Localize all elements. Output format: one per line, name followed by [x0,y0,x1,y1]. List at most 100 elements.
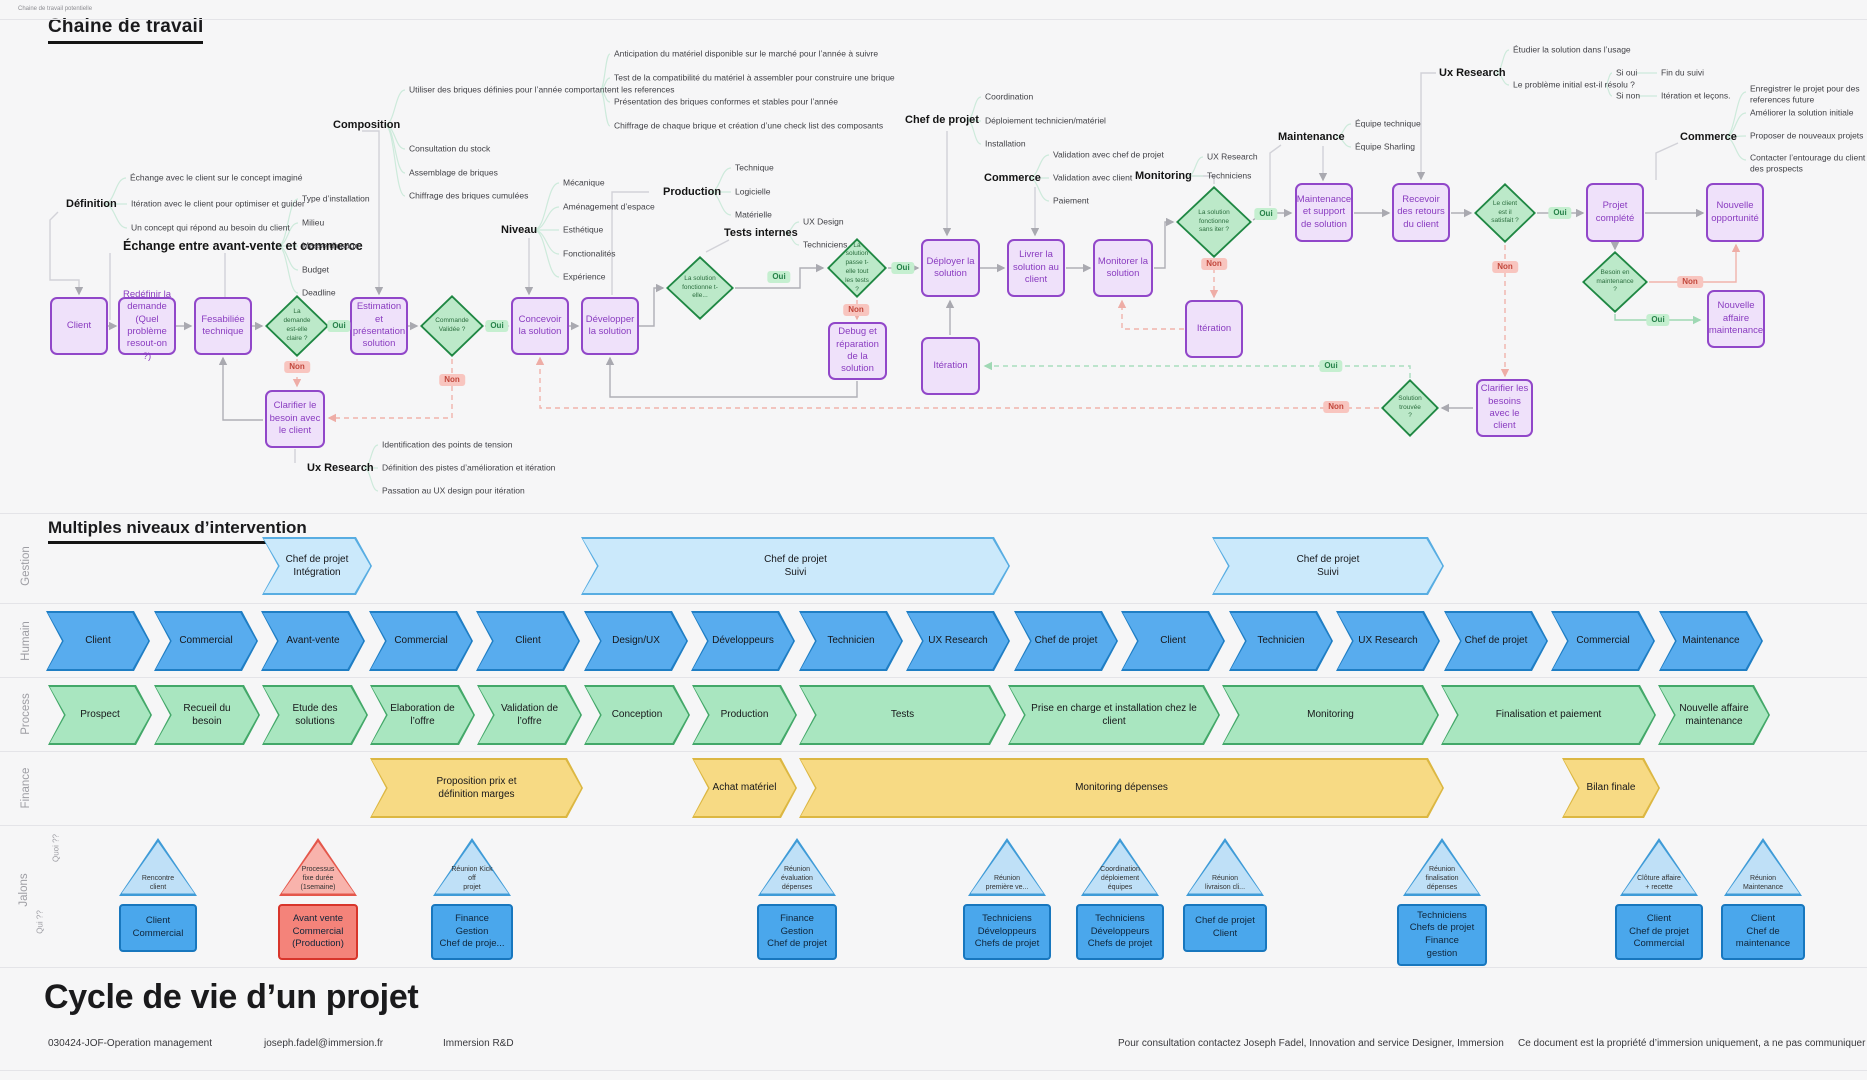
chevron-humain[interactable]: Design/UX [584,611,688,671]
chevron-humain[interactable]: Maintenance [1659,611,1763,671]
flow-box[interactable]: Debug et réparation de la solution [828,322,887,380]
chevron-label: Commercial [1553,613,1654,670]
leaf-note: Technique [735,162,774,173]
flow-box[interactable]: Maintenance et support de solution [1295,183,1353,242]
jalon-box[interactable]: Techniciens Développeurs Chefs de projet [1076,904,1164,960]
chevron-process[interactable]: Tests [799,685,1006,745]
decision-diamond[interactable]: Commande Validée ? [420,295,484,357]
chevron-humain[interactable]: Technicien [1229,611,1333,671]
chevron-label: Prospect [50,687,151,744]
tag-oui: Oui [485,320,509,332]
jalon-triangle[interactable]: Réunion Kick off projet [433,838,511,896]
flow-box[interactable]: Déployer la solution [921,239,980,297]
flow-box[interactable]: Livrer la solution au client [1007,239,1065,297]
jalon-box[interactable]: Client Commercial [119,904,197,952]
jalon-box[interactable]: Finance Gestion Chef de projet [757,904,837,960]
chevron-process[interactable]: Elaboration de l’offre [370,685,475,745]
branch-label: Production [663,186,722,198]
flow-box[interactable]: Client [50,297,108,355]
flow-box[interactable]: Nouvelle affaire maintenance [1707,290,1765,348]
leaf-note: Milieu [302,217,325,228]
chevron-gestion[interactable]: Chef de projet Suivi [581,537,1010,595]
jalon-box[interactable]: Techniciens Développeurs Chefs de projet [963,904,1051,960]
chevron-label: Chef de projet Suivi [583,539,1009,594]
jalon-triangle[interactable]: Clôture affaire + recette [1620,838,1698,896]
jalon-triangle[interactable]: Processus fixe durée (1semaine) [279,838,357,896]
chevron-process[interactable]: Production [692,685,797,745]
decision-diamond[interactable]: Solution trouvée ? [1381,379,1439,437]
chevron-process[interactable]: Etude des solutions [262,685,368,745]
decision-diamond[interactable]: Le client est il satisfait ? [1474,183,1536,243]
chevron-gestion[interactable]: Chef de projet Intégration [262,537,372,595]
chevron-finance[interactable]: Bilan finale [1562,758,1660,818]
jalon-triangle[interactable]: Réunion première ve... [968,838,1046,896]
chevron-process[interactable]: Prospect [48,685,152,745]
chevron-humain[interactable]: UX Research [906,611,1010,671]
chevron-process[interactable]: Nouvelle affaire maintenance [1658,685,1770,745]
chevron-label: Proposition prix et définition marges [372,760,582,817]
jalon-triangle[interactable]: Coordination déploiement équipes [1081,838,1159,896]
chevron-process[interactable]: Prise en charge et installation chez le … [1008,685,1220,745]
triangle-label: Réunion évaluation dépenses [781,865,813,891]
chevron-process[interactable]: Monitoring [1222,685,1439,745]
chevron-gestion[interactable]: Chef de projet Suivi [1212,537,1444,595]
chevron-label: Chef de projet [1016,613,1117,670]
chevron-humain[interactable]: Commercial [369,611,473,671]
jalon-box[interactable]: Techniciens Chefs de projet Finance gest… [1397,904,1487,966]
chevron-humain[interactable]: UX Research [1336,611,1440,671]
decision-diamond[interactable]: Besoin en maintenance ? [1582,251,1648,313]
decision-diamond[interactable]: La solution passe t-elle tout les tests … [827,238,887,298]
chevron-label: Conception [586,687,689,744]
chevron-finance[interactable]: Achat matériel [692,758,797,818]
jalon-triangle[interactable]: Réunion finalisation dépenses [1403,838,1481,896]
connector [1416,72,1436,181]
chevron-humain[interactable]: Commercial [1551,611,1655,671]
flow-box[interactable]: Clarifier les besoins avec le client [1476,379,1533,437]
flow-box[interactable]: Redéfinir la demande (Quel problème reso… [118,289,176,362]
chevron-humain[interactable]: Client [476,611,580,671]
leaf-note: Anticipation du matériel disponible sur … [614,48,879,59]
flow-box[interactable]: Fesabiliée technique [194,297,252,355]
flow-box[interactable]: Développer la solution [581,297,639,355]
chevron-humain[interactable]: Client [1121,611,1225,671]
chevron-humain[interactable]: Commercial [154,611,258,671]
leaf-note: Fonctionalités [563,248,616,259]
jalon-box[interactable]: Client Chef de projet Commercial [1615,904,1703,960]
flow-box[interactable]: Monitorer la solution [1093,239,1153,297]
decision-diamond[interactable]: La demande est-elle claire ? [265,295,329,357]
chevron-humain[interactable]: Chef de projet [1444,611,1548,671]
chevron-process[interactable]: Recueil du besoin [154,685,260,745]
flow-box[interactable]: Estimation et présentation solution [350,297,408,355]
chevron-finance[interactable]: Proposition prix et définition marges [370,758,583,818]
decision-diamond[interactable]: La solution fonctionne sans iter ? [1176,186,1252,258]
jalon-triangle[interactable]: Réunion livraison cli... [1186,838,1264,896]
jalon-box[interactable]: Chef de projet Client [1183,904,1267,952]
triangle-label: Réunion première ve... [985,874,1029,891]
chevron-process[interactable]: Finalisation et paiement [1441,685,1656,745]
chevron-humain[interactable]: Technicien [799,611,903,671]
jalon-triangle[interactable]: Rencontre client [119,838,197,896]
flow-box[interactable]: Itération [921,337,980,395]
chevron-process[interactable]: Conception [584,685,690,745]
flow-box[interactable]: Recevoir des retours du client [1392,183,1450,242]
jalon-box[interactable]: Finance Gestion Chef de proje... [431,904,513,960]
row-label: Gestion [20,546,32,586]
chevron-process[interactable]: Validation de l’offre [477,685,582,745]
flow-box[interactable]: Clarifier le besoin avec le client [265,390,325,448]
jalon-triangle[interactable]: Réunion Maintenance [1724,838,1802,896]
chevron-finance[interactable]: Monitoring dépenses [799,758,1444,818]
chevron-humain[interactable]: Développeurs [691,611,795,671]
flow-box[interactable]: Projet complété [1586,183,1644,242]
chevron-humain[interactable]: Client [46,611,150,671]
leaf-note: Contacter l’entourage du client pour des… [1750,152,1866,174]
chevron-humain[interactable]: Avant-vente [261,611,365,671]
jalon-box[interactable]: Client Chef de maintenance [1721,904,1805,960]
jalon-box[interactable]: Avant vente Commercial (Production) [278,904,358,960]
chevron-humain[interactable]: Chef de projet [1014,611,1118,671]
decision-diamond[interactable]: La solution fonctionne t-elle... [666,256,734,320]
chevron-label: Technicien [1231,613,1332,670]
flow-box[interactable]: Itération [1185,300,1243,358]
flow-box[interactable]: Concevoir la solution [511,297,569,355]
flow-box[interactable]: Nouvelle opportunité [1706,183,1764,242]
jalon-triangle[interactable]: Réunion évaluation dépenses [758,838,836,896]
